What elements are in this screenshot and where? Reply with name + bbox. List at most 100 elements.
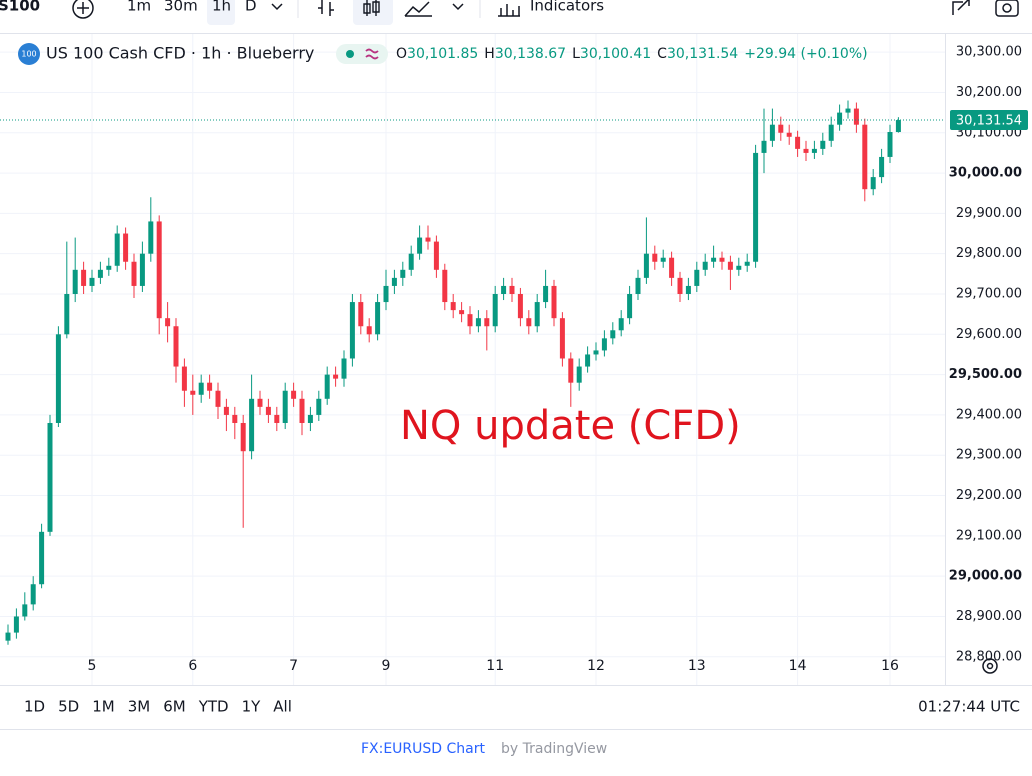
range-button[interactable]: 1M <box>92 698 115 716</box>
y-tick-label: 29,300.00 <box>956 448 1022 463</box>
range-button[interactable]: YTD <box>198 698 229 716</box>
camera-icon[interactable] <box>995 0 1019 17</box>
candle-body <box>761 140 767 153</box>
candle-body <box>828 124 834 141</box>
bars-icon[interactable] <box>318 0 334 16</box>
candle-body <box>257 398 263 407</box>
interval[interactable]: 30m <box>164 0 198 15</box>
candles <box>5 100 901 645</box>
legend-value: 30,138.67 <box>495 46 566 62</box>
x-tick-label: 14 <box>789 658 807 674</box>
candle-body <box>89 277 95 286</box>
candle-body <box>677 277 683 294</box>
indicators[interactable]: Indicators <box>530 0 604 15</box>
footer-by: by TradingView <box>501 741 607 757</box>
candle-body <box>643 253 649 278</box>
y-tick-label: 29,400.00 <box>956 407 1022 422</box>
candle-body <box>694 269 700 286</box>
candle-body <box>349 302 355 359</box>
candle-body <box>811 148 817 153</box>
candle-body <box>30 584 36 605</box>
candle-body <box>601 338 607 351</box>
legend-key: C <box>657 46 667 62</box>
candle-body <box>753 152 759 262</box>
settings-icon-center <box>986 662 994 670</box>
area-icon[interactable] <box>404 1 432 17</box>
candle-body <box>467 314 473 327</box>
candle-body <box>425 237 431 242</box>
footer-link[interactable]: FX:EURUSD Chart <box>361 741 486 757</box>
candle-body <box>22 604 28 617</box>
range-button[interactable]: 1D <box>24 698 45 716</box>
symbol[interactable]: S100 <box>0 0 40 15</box>
interval[interactable]: 1h <box>212 0 231 15</box>
candle-body <box>769 124 775 141</box>
candle-body <box>375 302 381 335</box>
range-button[interactable]: 5D <box>58 698 79 716</box>
candle-body <box>442 269 448 303</box>
candle-body <box>593 350 599 355</box>
x-tick-label: 6 <box>188 658 197 674</box>
candle-body <box>123 233 129 262</box>
y-tick-label: 29,500.00 <box>949 367 1022 382</box>
candle-body <box>307 414 313 423</box>
candle-body <box>853 108 859 125</box>
candle-body <box>333 374 339 379</box>
range-button[interactable]: 6M <box>163 698 186 716</box>
candle-body <box>55 334 61 423</box>
ohlc-legend: O 30,101.85 H 30,138.67 L 30,100.41 C 30,131.54… <box>396 46 868 62</box>
add-symbol[interactable] <box>72 0 94 19</box>
annotation: NQ update (CFD) <box>400 403 741 449</box>
y-tick-label: 29,600.00 <box>956 327 1022 342</box>
candle-body <box>669 257 675 278</box>
candle-body <box>358 302 364 327</box>
interval[interactable]: D <box>245 0 257 15</box>
candle-body <box>803 148 809 153</box>
candle-body <box>870 177 876 190</box>
candle-body <box>291 390 297 399</box>
settings-icon[interactable] <box>982 658 998 674</box>
y-tick-label: 29,900.00 <box>956 206 1022 221</box>
interval[interactable]: 1m <box>127 0 151 15</box>
candle-body <box>249 398 255 452</box>
candle-body <box>81 269 87 286</box>
candle-body <box>744 261 750 266</box>
legend-key: L <box>572 46 580 62</box>
legend-value: 30,100.41 <box>580 46 651 62</box>
dropdown[interactable] <box>271 3 283 11</box>
symbol-icon-text: 100 <box>21 50 36 59</box>
candle-body <box>274 414 280 423</box>
last-price-box <box>950 110 1028 131</box>
candle-body <box>585 354 591 367</box>
x-tick-label: 16 <box>881 658 899 674</box>
candle-body <box>64 293 70 335</box>
range-button[interactable]: 1Y <box>242 698 262 716</box>
dropdown[interactable] <box>452 3 464 11</box>
candle-body <box>223 406 229 415</box>
range-button[interactable]: All <box>273 698 292 716</box>
candle-body <box>207 382 213 391</box>
candle-body <box>433 241 439 270</box>
candle-body <box>232 414 238 423</box>
candles-icon[interactable] <box>363 0 380 16</box>
y-tick-label: 28,800.00 <box>956 649 1022 664</box>
candle-body <box>711 257 717 262</box>
candle-body <box>366 326 372 335</box>
indicators-icon[interactable] <box>498 4 520 17</box>
candle-body <box>501 285 507 294</box>
candle-body <box>173 326 179 367</box>
range-button[interactable]: 3M <box>128 698 151 716</box>
x-tick-label: 11 <box>486 658 504 674</box>
candle-body <box>282 390 288 423</box>
y-tick-label: 29,000.00 <box>949 569 1022 584</box>
candle-body <box>837 112 843 125</box>
candle-body <box>148 221 154 254</box>
range-buttons: 1D 5D 1M 3M 6M YTD 1Y All <box>24 698 292 716</box>
candle-body <box>660 257 666 262</box>
candle-body <box>391 277 397 286</box>
camera-lens <box>1002 3 1012 13</box>
share-icon[interactable] <box>952 0 970 15</box>
candle-body <box>139 253 145 286</box>
legend-change: +29.94 (+0.10%) <box>744 46 867 62</box>
